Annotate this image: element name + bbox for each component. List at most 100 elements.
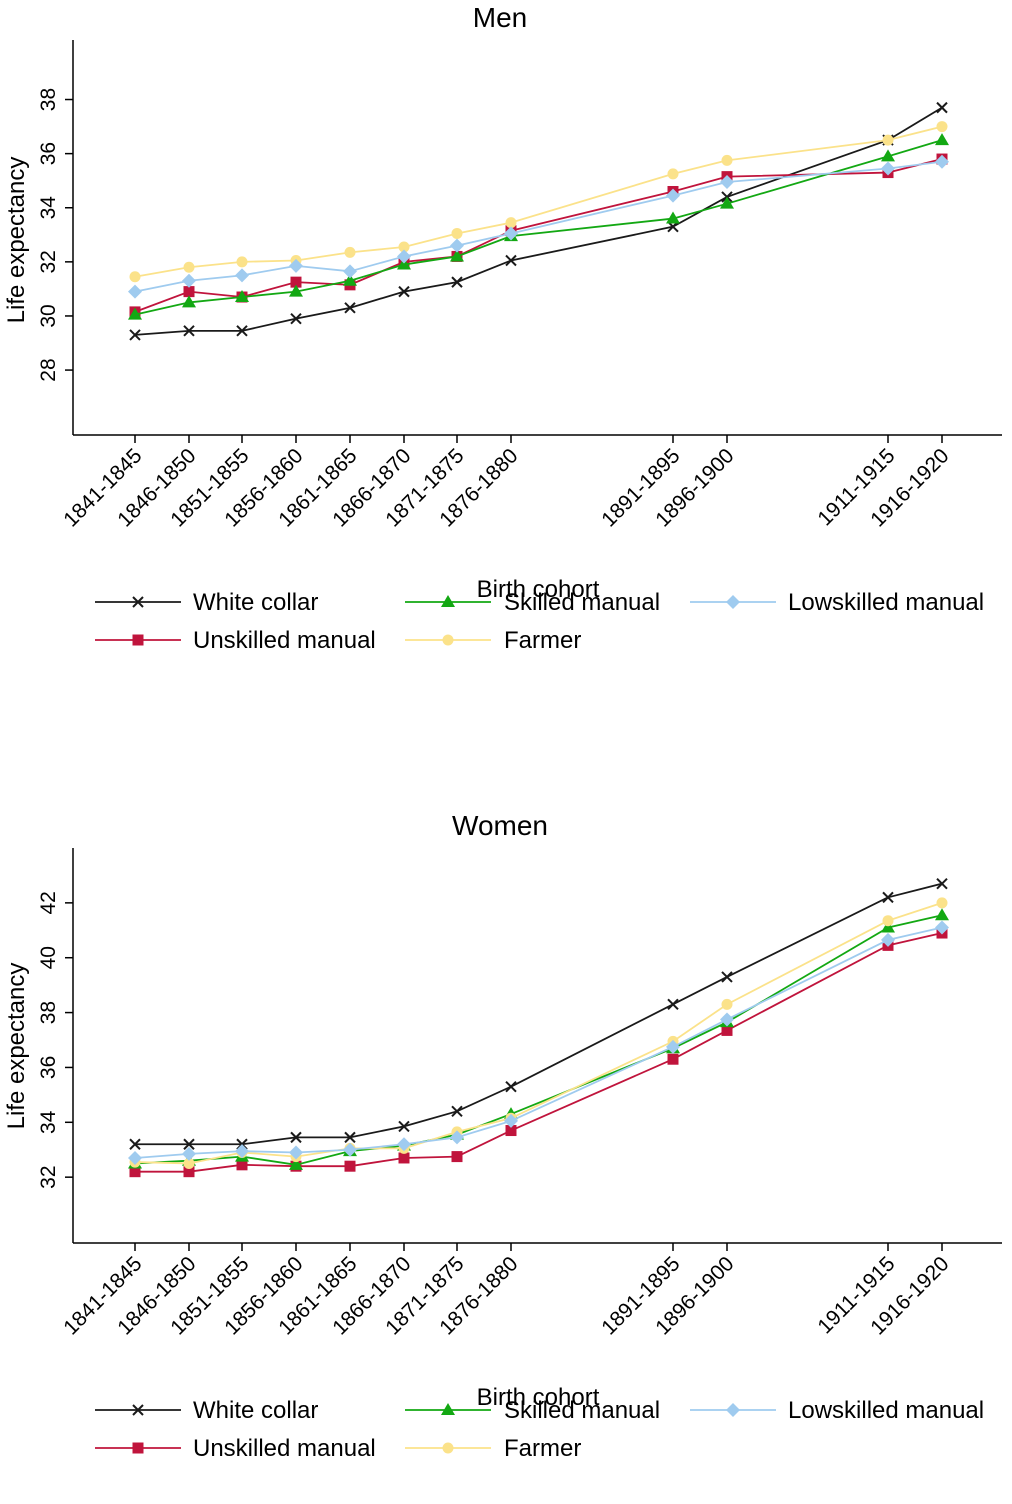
- y-tick-label: 32: [37, 250, 60, 273]
- point-white-collar: [290, 1131, 302, 1144]
- point-lowskilled-manual: [235, 268, 249, 283]
- point-lowskilled-manual: [881, 932, 895, 947]
- point-lowskilled-manual: [128, 284, 142, 299]
- legend-marker-skilled-manual: [441, 595, 455, 607]
- x-axis-label: Birth cohort: [477, 576, 600, 603]
- legend-label: Unskilled manual: [193, 1435, 376, 1462]
- point-white-collar: [667, 998, 679, 1011]
- chart-title: Men: [473, 2, 527, 33]
- point-lowskilled-manual: [397, 1137, 411, 1152]
- point-lowskilled-manual: [666, 188, 680, 203]
- point-skilled-manual: [666, 211, 680, 224]
- point-lowskilled-manual: [182, 1146, 196, 1161]
- legend-marker-white-collar: [132, 1404, 144, 1416]
- point-white-collar: [183, 1138, 195, 1150]
- y-tick-label: 42: [37, 891, 60, 914]
- point-lowskilled-manual: [289, 258, 303, 273]
- point-lowskilled-manual: [289, 1145, 303, 1160]
- legend-label: Farmer: [504, 1435, 581, 1462]
- legend-item-skilled-manual: Skilled manual: [405, 1397, 660, 1424]
- point-skilled-manual: [935, 133, 949, 146]
- legend-marker-farmer: [442, 1442, 454, 1454]
- point-farmer: [451, 227, 463, 239]
- series-line-skilled-manual: [134, 914, 943, 1166]
- legend-item-white-collar: White collar: [95, 589, 318, 616]
- y-tick-label: 40: [37, 946, 60, 969]
- legend: White collar Skilled manual Lowskilled man…: [95, 1397, 984, 1462]
- y-tick-label: 36: [37, 142, 60, 165]
- point-farmer: [882, 134, 894, 146]
- point-lowskilled-manual: [343, 1142, 357, 1157]
- series-line-lowskilled-manual: [134, 926, 943, 1159]
- y-axis-label: Life expectancy: [3, 157, 30, 324]
- legend-item-lowskilled-manual: Lowskilled manual: [690, 1397, 984, 1424]
- legend-marker-white-collar: [132, 596, 144, 608]
- y-tick-label: 34: [37, 196, 60, 220]
- point-lowskilled-manual: [397, 249, 411, 264]
- point-skilled-manual: [182, 295, 196, 308]
- point-unskilled-manual: [451, 1151, 463, 1163]
- legend-marker-unskilled-manual: [132, 1442, 144, 1454]
- series-line-skilled-manual: [134, 139, 943, 316]
- legend-marker-farmer: [442, 634, 454, 646]
- point-farmer: [236, 256, 248, 268]
- y-tick-label: 34: [37, 1110, 60, 1134]
- point-lowskilled-manual: [235, 1144, 249, 1159]
- point-skilled-manual: [343, 273, 357, 286]
- point-lowskilled-manual: [720, 1012, 734, 1027]
- point-skilled-manual: [935, 908, 949, 921]
- chart-title: Women: [452, 810, 548, 841]
- point-white-collar: [344, 302, 356, 314]
- point-white-collar: [183, 325, 195, 337]
- panel-women: Women Birth cohort Life expectancy 32 34 3…: [3, 810, 1002, 1462]
- point-white-collar: [398, 285, 410, 298]
- point-farmer: [882, 915, 894, 927]
- point-lowskilled-manual: [450, 1130, 464, 1145]
- point-lowskilled-manual: [720, 175, 734, 190]
- point-skilled-manual: [289, 284, 303, 297]
- legend-item-farmer: Farmer: [405, 627, 581, 654]
- legend-marker-unskilled-manual: [132, 634, 144, 646]
- point-lowskilled-manual: [881, 161, 895, 176]
- y-tick-label: 38: [37, 88, 60, 111]
- point-white-collar: [505, 254, 517, 267]
- point-lowskilled-manual: [935, 920, 949, 935]
- point-white-collar: [398, 1120, 410, 1133]
- point-skilled-manual: [235, 290, 249, 303]
- point-unskilled-manual: [721, 1024, 733, 1036]
- point-unskilled-manual: [398, 1152, 410, 1164]
- point-lowskilled-manual: [343, 264, 357, 279]
- legend-label: Farmer: [504, 627, 581, 654]
- point-farmer: [183, 261, 195, 273]
- point-farmer: [667, 168, 679, 180]
- legend-label: Skilled manual: [504, 1397, 660, 1424]
- series-line-farmer: [134, 902, 943, 1165]
- point-farmer: [505, 217, 517, 229]
- series-line-unskilled-manual: [135, 932, 943, 1173]
- point-unskilled-manual: [183, 1166, 195, 1178]
- legend-label: Unskilled manual: [193, 627, 376, 654]
- point-unskilled-manual: [290, 276, 302, 288]
- point-skilled-manual: [128, 307, 142, 320]
- legend-label: White collar: [193, 1397, 318, 1424]
- point-white-collar: [882, 891, 894, 904]
- point-white-collar: [236, 325, 248, 337]
- point-farmer: [936, 897, 948, 909]
- legend: White collar Skilled manual Lowskilled man…: [95, 589, 984, 654]
- y-tick-label: 38: [37, 1001, 60, 1024]
- y-tick-label: 32: [37, 1165, 60, 1188]
- legend-marker-lowskilled-manual: [726, 595, 740, 609]
- panel-men: Men Birth cohort Life expectancy 28 30 32 3…: [3, 2, 1002, 654]
- point-unskilled-manual: [129, 1166, 141, 1178]
- legend-item-lowskilled-manual: Lowskilled manual: [690, 589, 984, 616]
- point-skilled-manual: [397, 257, 411, 270]
- legend-item-white-collar: White collar: [95, 1397, 318, 1424]
- point-white-collar: [451, 1105, 463, 1118]
- point-white-collar: [721, 971, 733, 983]
- legend-marker-lowskilled-manual: [726, 1403, 740, 1417]
- legend-label: Skilled manual: [504, 589, 660, 616]
- point-white-collar: [129, 1138, 141, 1150]
- point-lowskilled-manual: [504, 1113, 518, 1128]
- legend-label: Lowskilled manual: [788, 589, 984, 616]
